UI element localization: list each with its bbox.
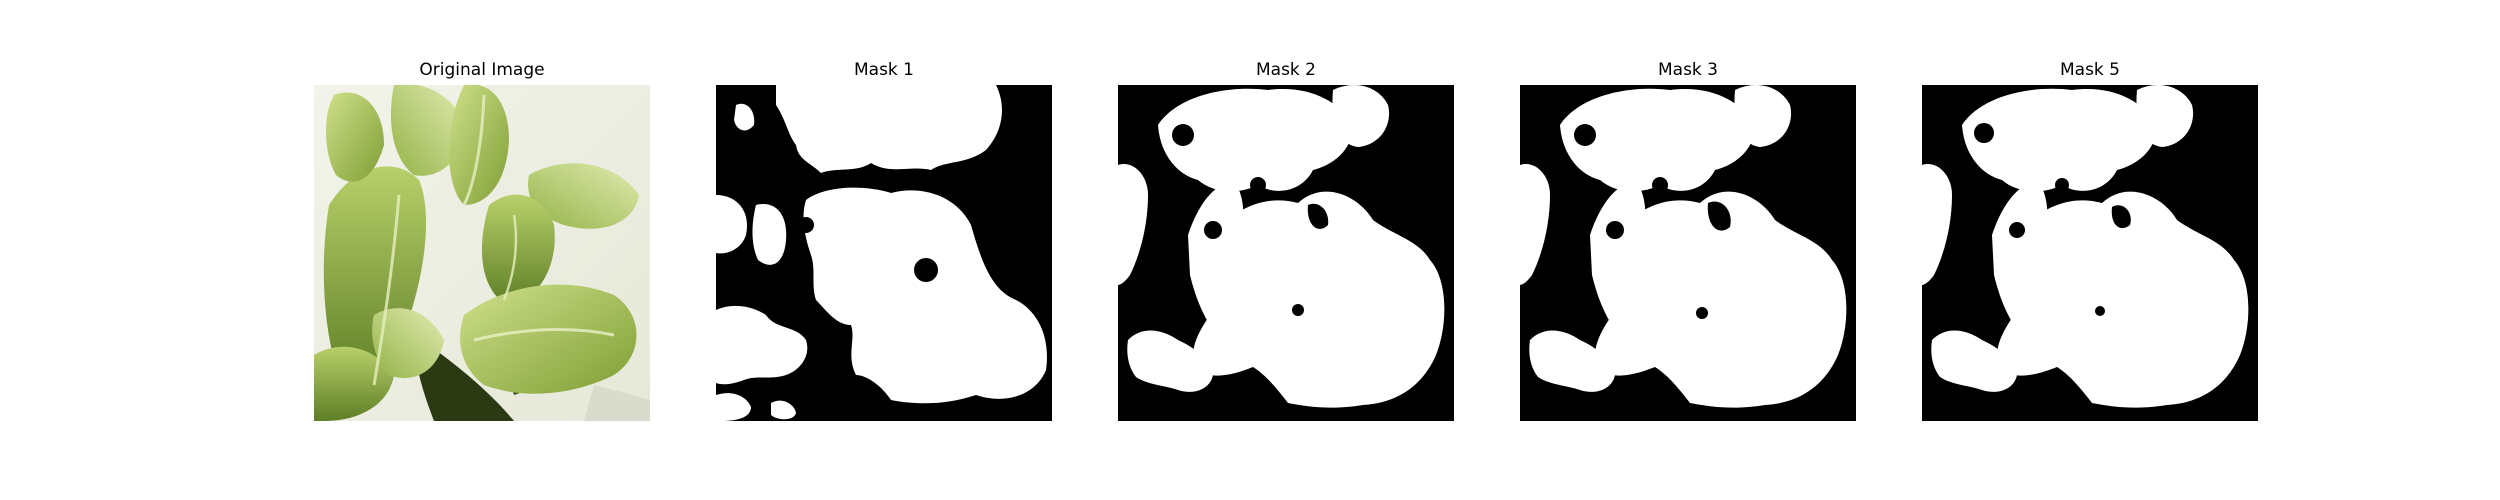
panel-mask-3: Mask 3 <box>1520 0 1856 500</box>
panel-mask-5: Mask 5 <box>1922 0 2258 500</box>
panel-title: Mask 5 <box>2059 60 2120 80</box>
mask-1-image <box>716 85 1052 421</box>
panel-mask-1: Mask 1 <box>716 0 1052 500</box>
original-plant-image <box>314 85 650 421</box>
panel-title: Original Image <box>419 60 545 80</box>
panel-title: Mask 1 <box>853 60 914 80</box>
panel-title: Mask 3 <box>1657 60 1718 80</box>
mask-3-image <box>1520 85 1856 421</box>
panel-title: Mask 2 <box>1255 60 1316 80</box>
panel-original-image: Original Image <box>314 0 650 500</box>
mask-2-image <box>1118 85 1454 421</box>
panel-mask-2: Mask 2 <box>1118 0 1454 500</box>
mask-5-image <box>1922 85 2258 421</box>
